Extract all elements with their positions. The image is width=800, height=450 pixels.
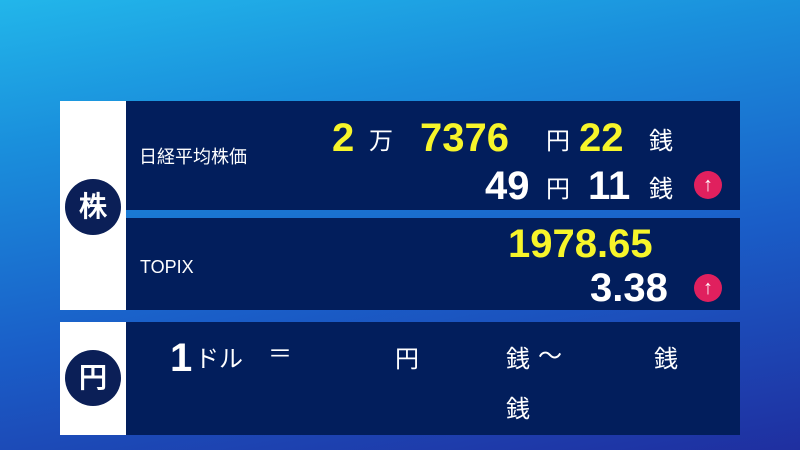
- nikkei-label: 日経平均株価: [139, 147, 247, 167]
- nikkei-panel: [126, 101, 740, 210]
- fx-dollar: ドル: [195, 346, 243, 373]
- fx-yen-unit: 円: [395, 346, 419, 373]
- fx-badge: 円: [65, 350, 121, 406]
- topix-label: TOPIX: [140, 257, 194, 277]
- fx-one: 1: [170, 336, 193, 380]
- fx-sen-unit-3: 銭: [506, 396, 530, 423]
- fx-sen-unit-2: 銭: [654, 346, 678, 373]
- fx-tilde: 〜: [538, 343, 562, 370]
- fx-sen-unit: 銭: [506, 346, 530, 373]
- nikkei-change-sen: 11: [588, 164, 631, 208]
- nikkei-yen: 7376: [420, 116, 509, 160]
- fx-panel: [126, 322, 740, 435]
- nikkei-man-unit: 万: [369, 128, 393, 155]
- topix-value: 1978.65: [508, 222, 653, 266]
- nikkei-sen-unit: 銭: [649, 128, 673, 155]
- topix-change: 3.38: [590, 266, 668, 310]
- up-arrow-icon: ↑: [694, 171, 722, 199]
- fx-equals: ＝: [268, 341, 292, 368]
- nikkei-change-yen: 49: [485, 164, 530, 208]
- nikkei-change-sen-unit: 銭: [649, 176, 673, 203]
- nikkei-yen-unit: 円: [546, 128, 570, 155]
- topix-panel: [126, 218, 740, 310]
- nikkei-change-yen-unit: 円: [546, 176, 570, 203]
- stocks-badge: 株: [65, 179, 121, 235]
- nikkei-man: 2: [332, 116, 355, 160]
- up-arrow-icon: ↑: [694, 274, 722, 302]
- nikkei-sen: 22: [579, 116, 624, 160]
